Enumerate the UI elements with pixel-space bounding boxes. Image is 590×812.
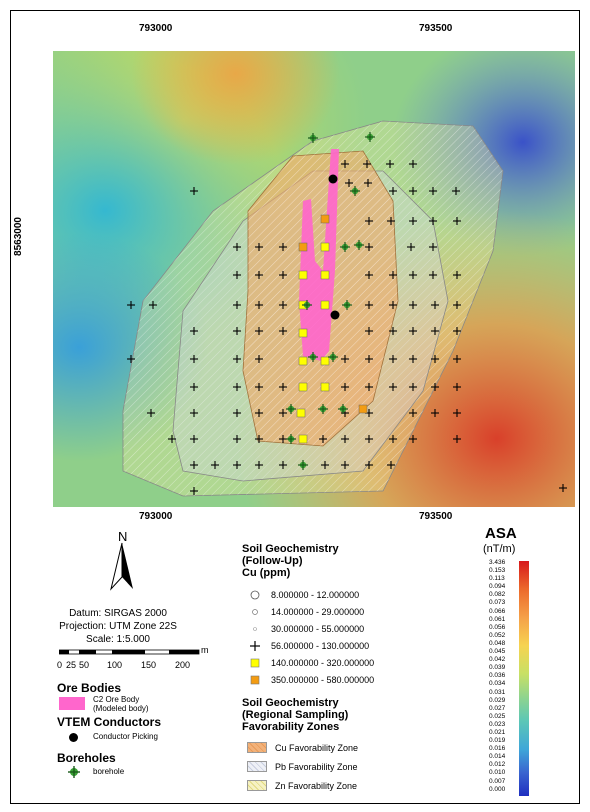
conductor-icon: [69, 733, 78, 742]
scale-bar: [59, 649, 200, 655]
asa-tick-label: 3.436: [489, 559, 506, 566]
asa-tick-label: 0.027: [489, 704, 506, 712]
asa-tick-label: 0.016: [489, 745, 506, 753]
pb-zone-swatch: [247, 761, 267, 772]
cu-zone-swatch: [247, 742, 267, 753]
soil-class-2: 14.000000 - 29.000000: [247, 606, 364, 618]
scale-tick: 0: [57, 660, 63, 670]
zn-zone-label: Zn Favorability Zone: [275, 780, 358, 791]
boreholes-layer: [286, 132, 375, 470]
asa-tick-label: 0.034: [489, 680, 506, 688]
zn-zone-swatch: [247, 780, 267, 791]
scale-tick: 25: [66, 660, 77, 670]
coord-top-left: 793000: [139, 23, 173, 34]
datum-text: Datum: SIRGAS 2000: [69, 608, 167, 619]
asa-title: ASA: [485, 525, 517, 542]
asa-tick-label: 0.019: [489, 737, 506, 745]
soil-class-label: 350.000000 - 580.000000: [271, 675, 375, 685]
soil-samples-cross: [127, 160, 567, 495]
asa-tick-label: 0.113: [489, 575, 505, 583]
ore-body-label: C2 Ore Body (Modeled body): [93, 695, 149, 713]
asa-tick-label: 0.036: [489, 672, 506, 680]
asa-tick-label: 0.153: [489, 567, 506, 575]
boreholes-title: Boreholes: [57, 751, 116, 765]
cu-zone-label: Cu Favorability Zone: [275, 742, 359, 753]
asa-tick-label: 0.082: [489, 591, 506, 599]
asa-tick-label: 0.042: [489, 656, 506, 664]
asa-tick-label: 0.061: [489, 615, 506, 623]
asa-tick-label: 0.052: [489, 631, 506, 639]
pb-zone-label: Pb Favorability Zone: [275, 761, 358, 772]
soil-followup-title: Soil Geochemistry (Follow-Up) Cu (ppm): [242, 543, 339, 579]
asa-tick-label: 0.010: [489, 769, 506, 777]
fav-title-3: Favorability Zones: [242, 721, 340, 733]
asa-tick-label: 0.000: [489, 785, 506, 793]
conductor-label: Conductor Picking: [93, 732, 158, 741]
fav-title-1: Soil Geochemistry: [242, 697, 339, 709]
asa-tick-label: 0.094: [489, 583, 506, 591]
asa-labels: 3.436 0.153 0.113 0.094 0.082 0.073 0.066 0.061…: [489, 559, 517, 794]
coord-left: 8563000: [12, 217, 24, 256]
favorability-title: Soil Geochemistry (Regional Sampling) Fa…: [242, 697, 348, 733]
asa-tick-label: 0.023: [489, 720, 506, 728]
asa-tick-label: 0.029: [489, 696, 506, 704]
projection-text: Projection: UTM Zone 22S: [59, 621, 177, 632]
scale-unit: m: [201, 645, 209, 655]
ore-bodies-title: Ore Bodies: [57, 681, 122, 695]
pb-zone-legend: Pb Favorability Zone: [247, 761, 358, 772]
scale-tick: 50: [79, 660, 90, 670]
coord-bottom-left: 793000: [139, 511, 173, 522]
soil-class-4: 56.000000 - 130.000000: [247, 640, 369, 652]
asa-tick-label: 0.039: [489, 664, 506, 672]
map-frame: 793000 793500 793000 793500 8563000 8563…: [10, 10, 580, 804]
geochem-map[interactable]: [53, 51, 575, 507]
ore-body-label-2: (Modeled body): [93, 704, 149, 713]
asa-tick-label: 0.045: [489, 648, 506, 656]
asa-colorbar: [519, 561, 529, 796]
north-label: N: [118, 529, 128, 544]
north-arrow-icon: [110, 542, 133, 591]
asa-unit: (nT/m): [483, 543, 516, 555]
borehole-icon: [68, 766, 80, 778]
soil-title-2: (Follow-Up): [242, 555, 303, 567]
borehole-label: borehole: [93, 767, 125, 776]
conductor-picking-1[interactable]: [328, 174, 338, 184]
soil-class-label: 56.000000 - 130.000000: [271, 641, 370, 651]
ore-body-swatch: [59, 697, 85, 710]
soil-class-6: 350.000000 - 580.000000: [247, 674, 374, 686]
soil-class-1: 8.000000 - 12.000000: [247, 589, 359, 601]
soil-title-1: Soil Geochemistry: [242, 543, 339, 555]
scale-tick: 150: [141, 660, 157, 670]
ore-body-label-1: C2 Ore Body: [93, 695, 140, 704]
conductor-picking-2[interactable]: [330, 310, 340, 320]
datum-block: Datum: SIRGAS 2000 Projection: UTM Zone …: [37, 607, 199, 646]
soil-class-label: 30.000000 - 55.000000: [271, 624, 365, 634]
asa-tick-label: 0.048: [489, 639, 506, 647]
asa-tick-label: 0.021: [489, 728, 506, 736]
soil-title-3: Cu (ppm): [242, 567, 291, 579]
coord-bottom-right: 793500: [419, 511, 453, 522]
zn-zone-legend: Zn Favorability Zone: [247, 780, 357, 791]
vtem-title: VTEM Conductors: [57, 715, 161, 729]
soil-class-5: 140.000000 - 320.000000: [247, 657, 374, 669]
asa-tick-label: 0.031: [489, 688, 506, 696]
soil-class-label: 14.000000 - 29.000000: [271, 607, 365, 617]
asa-tick-label: 0.073: [489, 599, 506, 607]
scale-tick: 200: [175, 660, 191, 670]
soil-class-label: 8.000000 - 12.000000: [271, 590, 360, 600]
cu-zone-legend: Cu Favorability Zone: [247, 742, 358, 753]
asa-tick-label: 0.012: [489, 761, 506, 769]
asa-tick-label: 0.014: [489, 753, 506, 761]
soil-class-3: 30.000000 - 55.000000: [247, 623, 364, 635]
coord-top-right: 793500: [419, 23, 453, 34]
scale-ticks: 0 25 50 100 150 200: [57, 660, 217, 672]
soil-class-label: 140.000000 - 320.000000: [271, 658, 375, 668]
scale-text: Scale: 1:5.000: [86, 634, 150, 645]
asa-tick-label: 0.066: [489, 607, 506, 615]
asa-tick-label: 0.025: [489, 712, 506, 720]
asa-tick-label: 0.007: [489, 777, 506, 785]
scale-tick: 100: [107, 660, 123, 670]
asa-tick-label: 0.056: [489, 623, 506, 631]
fav-title-2: (Regional Sampling): [242, 709, 349, 721]
